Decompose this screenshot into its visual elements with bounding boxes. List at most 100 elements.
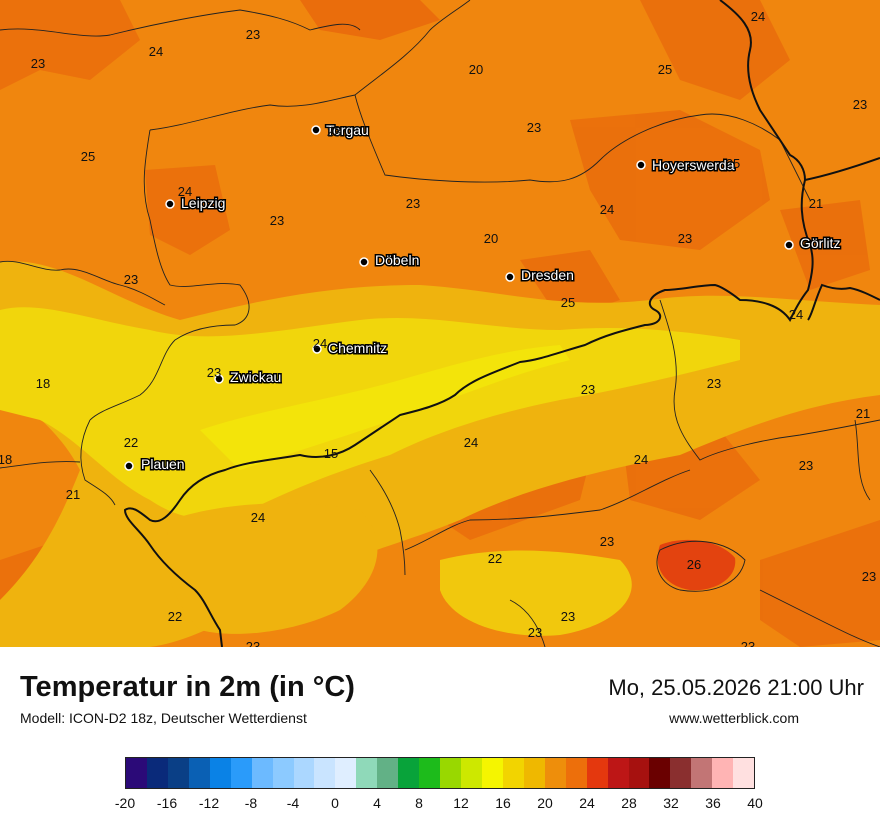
- temperature-value: 24: [600, 202, 614, 217]
- temperature-value: 22: [168, 609, 182, 624]
- city-plauen[interactable]: Plauen: [124, 455, 186, 474]
- temperature-value: 23: [678, 231, 692, 246]
- legend-swatch: [272, 758, 294, 788]
- legend-swatch: [670, 758, 692, 788]
- temperature-value: 24: [634, 452, 648, 467]
- legend-swatch: [649, 758, 671, 788]
- legend-swatch: [188, 758, 210, 788]
- temperature-value: 23: [528, 625, 542, 640]
- legend-tick-label: 16: [495, 795, 511, 811]
- temperature-value: 25: [726, 156, 740, 171]
- legend-swatch: [586, 758, 608, 788]
- borders: [0, 0, 880, 647]
- temperature-value: 20: [484, 231, 498, 246]
- legend-tick-label: -20: [114, 795, 136, 811]
- temperature-value: 23: [527, 120, 541, 135]
- legend-swatch: [607, 758, 629, 788]
- temperature-value: 23: [707, 376, 721, 391]
- temperature-value: 23: [207, 365, 221, 380]
- temperature-value: 23: [581, 382, 595, 397]
- legend-swatch: [461, 758, 482, 788]
- legend-tick-label: 20: [537, 795, 553, 811]
- temperature-value: 23: [862, 569, 876, 584]
- legend-tick-label: 36: [705, 795, 721, 811]
- legend-tick-label: 12: [453, 795, 469, 811]
- city-zwickau[interactable]: Zwickau: [214, 368, 283, 387]
- legend-swatch: [314, 758, 336, 788]
- city-label: Plauen: [141, 456, 185, 472]
- color-legend: [125, 757, 755, 789]
- temperature-value: 20: [469, 62, 483, 77]
- legend-tick-label: 8: [415, 795, 423, 811]
- legend-swatch: [356, 758, 378, 788]
- city-goerlitz[interactable]: Görlitz: [784, 234, 842, 253]
- temperature-value: 22: [124, 435, 138, 450]
- temperature-value: 18: [0, 452, 12, 467]
- temperature-map[interactable]: Torgau Leipzig Hoyerswerda Görlitz Döbel…: [0, 0, 880, 647]
- legend-tick-label: 40: [747, 795, 763, 811]
- temperature-value: 24: [464, 435, 478, 450]
- temperature-value: 23: [246, 639, 260, 647]
- temperature-value: 23: [853, 97, 867, 112]
- city-label: Hoyerswerda: [652, 157, 735, 173]
- legend-swatch: [565, 758, 587, 788]
- temperature-value: 23: [741, 639, 755, 647]
- city-label: Görlitz: [800, 235, 840, 251]
- legend-tick-label: 24: [579, 795, 595, 811]
- temperature-field: [0, 0, 880, 647]
- legend-swatch: [440, 758, 461, 788]
- legend-tick-label: -12: [198, 795, 220, 811]
- temperature-value: 22: [488, 551, 502, 566]
- legend-swatch: [712, 758, 734, 788]
- temperature-value: 23: [246, 27, 260, 42]
- legend-tick-label: -16: [156, 795, 178, 811]
- legend-tick-label: 4: [373, 795, 381, 811]
- temperature-value: 23: [799, 458, 813, 473]
- legend-swatch: [209, 758, 231, 788]
- legend-swatch: [544, 758, 566, 788]
- legend-swatch: [523, 758, 545, 788]
- temperature-value: 24: [789, 307, 803, 322]
- website-link[interactable]: www.wetterblick.com: [669, 710, 799, 726]
- legend-swatch: [146, 758, 168, 788]
- city-markers: Torgau Leipzig Hoyerswerda Görlitz Döbel…: [124, 121, 842, 474]
- legend-swatch: [293, 758, 315, 788]
- temperature-value: 25: [658, 62, 672, 77]
- temperature-value: 18: [36, 376, 50, 391]
- legend-swatch: [251, 758, 273, 788]
- city-hoyerswerda[interactable]: Hoyerswerda: [636, 156, 736, 175]
- map-title: Temperatur in 2m (in °C): [20, 671, 355, 703]
- city-dresden[interactable]: Dresden: [505, 266, 575, 285]
- temperature-value: 15: [324, 446, 338, 461]
- temperature-value: 25: [81, 149, 95, 164]
- city-chemnitz[interactable]: Chemnitz: [312, 339, 389, 358]
- temperature-value: 25: [561, 295, 575, 310]
- temperature-value: 23: [270, 213, 284, 228]
- legend-tick-label: -8: [244, 795, 258, 811]
- legend-swatch: [167, 758, 189, 788]
- temperature-value: 21: [809, 196, 823, 211]
- legend-swatch: [377, 758, 399, 788]
- forecast-datetime: Mo, 25.05.2026 21:00 Uhr: [608, 675, 864, 700]
- temperature-value: 24: [251, 510, 265, 525]
- city-doebeln[interactable]: Döbeln: [359, 251, 421, 270]
- city-label: Leipzig: [181, 195, 225, 211]
- city-label: Chemnitz: [328, 340, 387, 356]
- city-leipzig[interactable]: Leipzig: [165, 194, 227, 213]
- temperature-value: 23: [327, 124, 341, 139]
- legend-swatch: [419, 758, 441, 788]
- legend-swatch: [481, 758, 503, 788]
- legend-swatch: [733, 758, 755, 788]
- temperature-values: 23 24 23 20 25 24 23 25 23 25 24 23 24 2…: [0, 9, 876, 647]
- city-label: Torgau: [326, 122, 369, 138]
- legend-swatch: [398, 758, 420, 788]
- legend-swatch: [335, 758, 357, 788]
- city-torgau[interactable]: Torgau: [311, 121, 370, 140]
- legend-swatch: [502, 758, 524, 788]
- temperature-value: 23: [31, 56, 45, 71]
- temperature-value: 24: [751, 9, 765, 24]
- legend-swatch: [230, 758, 252, 788]
- temperature-value: 24: [178, 184, 192, 199]
- legend-swatch: [691, 758, 713, 788]
- legend-tick-label: 0: [331, 795, 339, 811]
